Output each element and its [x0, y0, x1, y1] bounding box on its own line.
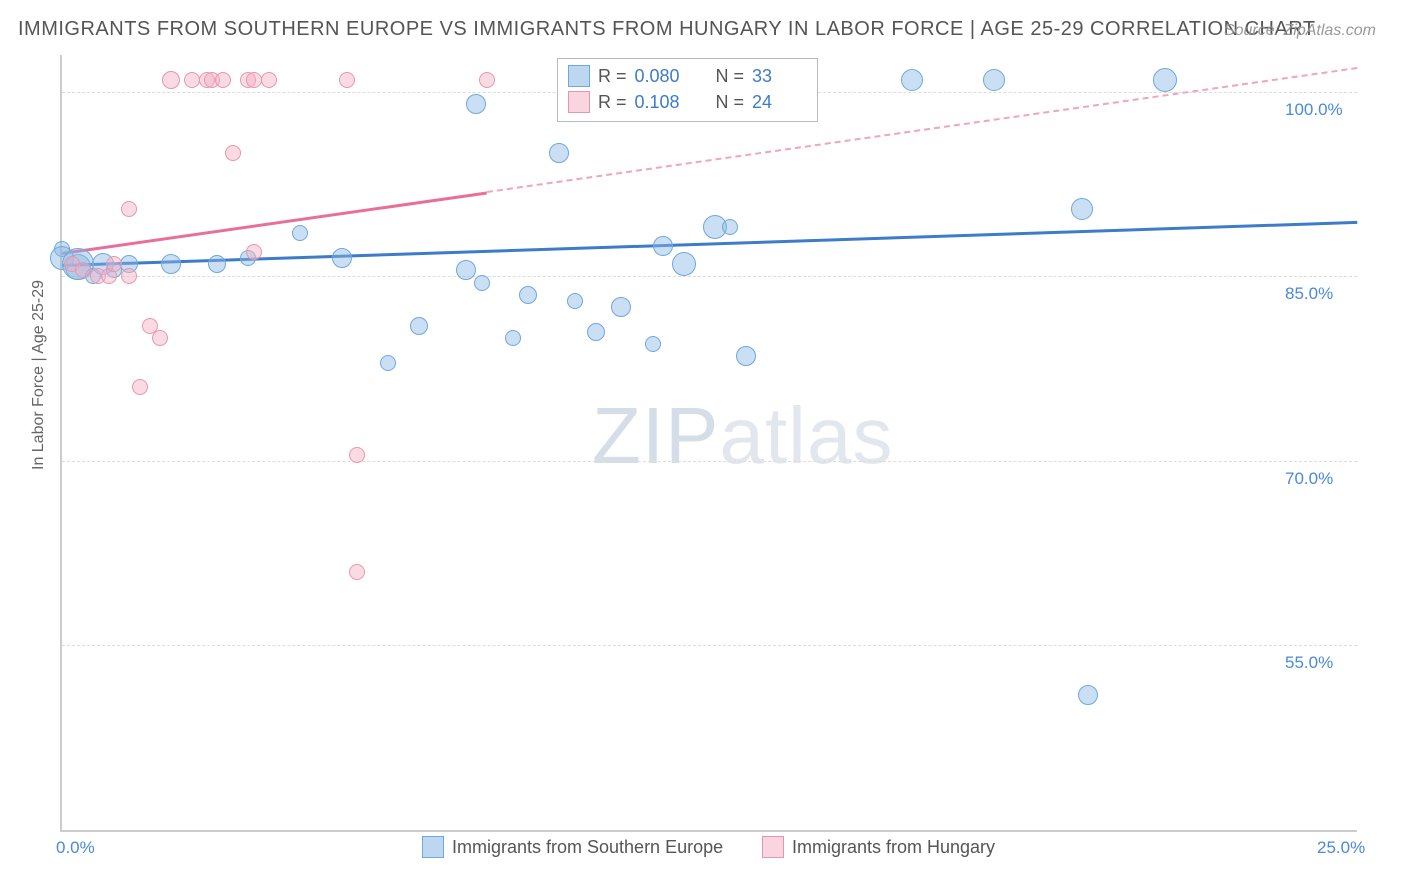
data-point: [121, 201, 137, 217]
data-point: [901, 69, 923, 91]
data-point: [132, 379, 148, 395]
plot-area: ZIPatlas 100.0%85.0%70.0%55.0%0.0%25.0%R…: [60, 55, 1357, 832]
data-point: [332, 248, 352, 268]
data-point: [292, 225, 308, 241]
stat-label: N =: [716, 66, 745, 87]
data-point: [349, 447, 365, 463]
series-swatch: [568, 91, 590, 113]
legend-label: Immigrants from Hungary: [792, 837, 995, 858]
watermark: ZIPatlas: [592, 390, 893, 482]
stats-box: R = 0.080 N = 33R = 0.108 N = 24: [557, 58, 818, 122]
stat-label: R =: [598, 66, 627, 87]
stat-n: 24: [752, 92, 807, 113]
data-point: [479, 72, 495, 88]
y-tick-label: 100.0%: [1285, 100, 1345, 120]
data-point: [519, 286, 537, 304]
data-point: [349, 564, 365, 580]
stat-r: 0.080: [635, 66, 690, 87]
data-point: [161, 254, 181, 274]
data-point: [261, 72, 277, 88]
data-point: [380, 355, 396, 371]
stats-row: R = 0.080 N = 33: [568, 63, 807, 89]
data-point: [184, 72, 200, 88]
data-point: [75, 262, 91, 278]
data-point: [246, 72, 262, 88]
gridline: [62, 276, 1357, 277]
data-point: [736, 346, 756, 366]
data-point: [246, 244, 262, 260]
data-point: [653, 236, 673, 256]
data-point: [410, 317, 428, 335]
stat-label: N =: [716, 92, 745, 113]
series-swatch: [422, 836, 444, 858]
legend-label: Immigrants from Southern Europe: [452, 837, 723, 858]
gridline: [62, 461, 1357, 462]
data-point: [162, 71, 180, 89]
stat-n: 33: [752, 66, 807, 87]
data-point: [106, 256, 122, 272]
y-tick-label: 70.0%: [1285, 469, 1345, 489]
y-tick-label: 55.0%: [1285, 653, 1345, 673]
data-point: [121, 268, 137, 284]
chart-title: IMMIGRANTS FROM SOUTHERN EUROPE VS IMMIG…: [18, 18, 1316, 41]
data-point: [1078, 685, 1098, 705]
series-swatch: [762, 836, 784, 858]
data-point: [672, 252, 696, 276]
data-point: [722, 219, 738, 235]
data-point: [611, 297, 631, 317]
series-swatch: [568, 65, 590, 87]
x-tick-label: 0.0%: [56, 838, 95, 858]
stat-r: 0.108: [635, 92, 690, 113]
stats-row: R = 0.108 N = 24: [568, 89, 807, 115]
data-point: [1153, 68, 1177, 92]
gridline: [62, 645, 1357, 646]
data-point: [587, 323, 605, 341]
data-point: [466, 94, 486, 114]
data-point: [152, 330, 168, 346]
data-point: [567, 293, 583, 309]
data-point: [474, 275, 490, 291]
data-point: [505, 330, 521, 346]
data-point: [215, 72, 231, 88]
stat-label: R =: [598, 92, 627, 113]
legend-item: Immigrants from Hungary: [762, 836, 995, 858]
y-tick-label: 85.0%: [1285, 284, 1345, 304]
data-point: [549, 143, 569, 163]
watermark-a: ZIP: [592, 391, 719, 480]
y-axis-label: In Labor Force | Age 25-29: [30, 280, 48, 470]
source-label: Source: ZipAtlas.com: [1224, 22, 1376, 40]
data-point: [208, 255, 226, 273]
legend-item: Immigrants from Southern Europe: [422, 836, 723, 858]
data-point: [456, 260, 476, 280]
watermark-b: atlas: [719, 391, 893, 480]
data-point: [645, 336, 661, 352]
data-point: [225, 145, 241, 161]
x-tick-label: 25.0%: [1317, 838, 1365, 858]
data-point: [339, 72, 355, 88]
data-point: [983, 69, 1005, 91]
data-point: [1071, 198, 1093, 220]
